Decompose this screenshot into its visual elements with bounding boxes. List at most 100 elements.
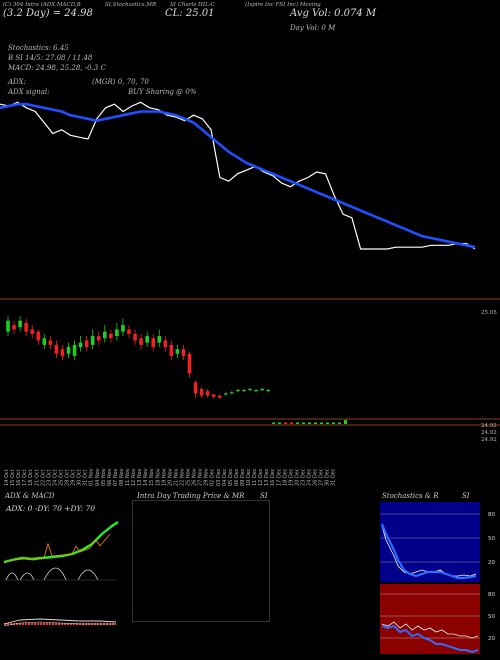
- candlestick-chart: [0, 298, 500, 426]
- date-label: 03 Dec: [216, 468, 222, 486]
- date-label: 31 Oct: [83, 469, 89, 486]
- candle-body: [211, 394, 216, 397]
- date-label: 24 Oct: [52, 469, 58, 486]
- header-day-line: (3.2 Day) = 24.98: [3, 8, 93, 19]
- volume-bar: [338, 422, 341, 424]
- candle-body: [90, 336, 95, 345]
- date-label: 10 Dec: [246, 468, 252, 486]
- volume-bar: [302, 422, 305, 424]
- candle-body: [163, 340, 168, 348]
- header-buy-line: BUY Sharing @ 0%: [128, 88, 197, 96]
- price-ma-chart: [0, 101, 476, 250]
- candle-body: [84, 340, 89, 348]
- stochastics-rsi-panel: 80 50 20 80 50 20: [380, 502, 495, 654]
- volume-bar: [290, 422, 293, 424]
- price-line: [0, 101, 476, 250]
- price-label-v3: 24.92: [481, 437, 497, 443]
- date-label: 17 Dec: [276, 468, 282, 486]
- date-label: 30 Oct: [77, 469, 83, 486]
- candle-body: [24, 322, 28, 332]
- date-label: 23 Dec: [300, 468, 306, 486]
- candle-body: [12, 325, 16, 330]
- candle-body: [121, 325, 125, 332]
- stoch-tick-80: 80: [488, 512, 495, 518]
- date-label: 18 Oct: [28, 469, 34, 486]
- candle-body: [157, 336, 162, 343]
- date-label: 31 Dec: [331, 468, 337, 486]
- adx-wave-2: [19, 572, 35, 581]
- date-axis: 14 Oct 15 Oct 16 Oct 17 Oct 18 Oct 21 Oct 22 O…: [4, 468, 337, 486]
- candle-body: [18, 320, 22, 328]
- date-label: 11 Dec: [252, 468, 258, 486]
- date-label: 19 Dec: [288, 468, 294, 486]
- rsi-tick-20: 20: [488, 636, 495, 642]
- candles-group: [6, 316, 270, 399]
- date-label: 12 Nov: [131, 468, 137, 486]
- date-label: 15 Nov: [149, 468, 155, 486]
- adx-panel-title: ADX & MACD: [5, 492, 55, 500]
- date-label: 01 Nov: [89, 468, 95, 486]
- volume-bar: [296, 422, 299, 424]
- candle-body: [48, 340, 53, 345]
- candle-body: [36, 331, 41, 341]
- date-label: 22 Oct: [40, 469, 46, 486]
- volume-bar: [272, 422, 275, 424]
- date-label: 15 Oct: [10, 469, 16, 486]
- candle-body: [145, 336, 149, 343]
- date-label: 22 Nov: [179, 468, 185, 486]
- volume-bars-group: [272, 420, 347, 424]
- candle-body: [78, 342, 83, 348]
- date-label: 19 Nov: [161, 468, 167, 486]
- date-label: 27 Dec: [319, 468, 325, 486]
- intraday-panel-si: SI: [260, 492, 268, 500]
- date-label: 18 Nov: [155, 468, 161, 486]
- header-day-vol: Day Vol: 0 M: [290, 24, 336, 32]
- candle-body: [66, 347, 71, 354]
- adx-orange-line: [3, 533, 111, 564]
- header-rsi-line: B SI 14/5: 27.08 / 11.48: [8, 54, 93, 62]
- date-label: 20 Nov: [167, 468, 173, 486]
- volume-bar: [314, 422, 317, 424]
- header-left-title: (Ci 304 Intra (ADX,MACD,B: [3, 2, 81, 8]
- candle-body: [42, 338, 47, 345]
- candle-body: [54, 344, 59, 354]
- header-stochastics: Stochastics: 6.45: [8, 44, 69, 52]
- stoch-d-line: [380, 523, 477, 580]
- intraday-panel: [132, 500, 270, 622]
- rsi-tick-80: 80: [488, 592, 495, 598]
- date-label: 11 Nov: [125, 468, 131, 486]
- stoch-tick-50: 50: [488, 536, 495, 542]
- date-label: 14 Oct: [4, 469, 10, 486]
- rsi-bg: [380, 584, 480, 654]
- candle-body: [248, 388, 252, 391]
- candle-body: [187, 353, 192, 374]
- date-label: 16 Dec: [270, 468, 276, 486]
- candle-body: [230, 392, 234, 394]
- volume-bar: [326, 422, 329, 424]
- candle-body: [254, 390, 258, 392]
- date-label: 05 Nov: [101, 468, 107, 486]
- date-label: 28 Oct: [65, 469, 71, 486]
- volume-bar: [332, 422, 335, 424]
- adx-legend: ADX: 0 -DY: 70 +DY: 70: [5, 504, 95, 513]
- date-label: 14 Nov: [143, 468, 149, 486]
- candle-body: [175, 349, 180, 354]
- candle-body: [139, 338, 143, 345]
- candle-body: [205, 391, 210, 396]
- candle-body: [169, 344, 174, 356]
- adx-green-line: [3, 521, 119, 564]
- date-label: 05 Dec: [228, 468, 234, 486]
- candle-body: [266, 390, 270, 392]
- header-mgr-line: (MGR) 0, 70, 70: [92, 78, 149, 86]
- rsi-white-line: [381, 621, 479, 639]
- candle-body: [60, 349, 65, 356]
- volume-bar: [284, 422, 287, 424]
- date-label: 18 Dec: [282, 468, 288, 486]
- header-signal-line: ADX signal:: [8, 88, 50, 96]
- date-label: 13 Dec: [264, 468, 270, 486]
- candle-body: [242, 390, 246, 392]
- date-label: 21 Nov: [173, 468, 179, 486]
- date-label: 02 Dec: [210, 468, 216, 486]
- stoch-tick-20: 20: [488, 560, 495, 566]
- date-label: 06 Dec: [234, 468, 240, 486]
